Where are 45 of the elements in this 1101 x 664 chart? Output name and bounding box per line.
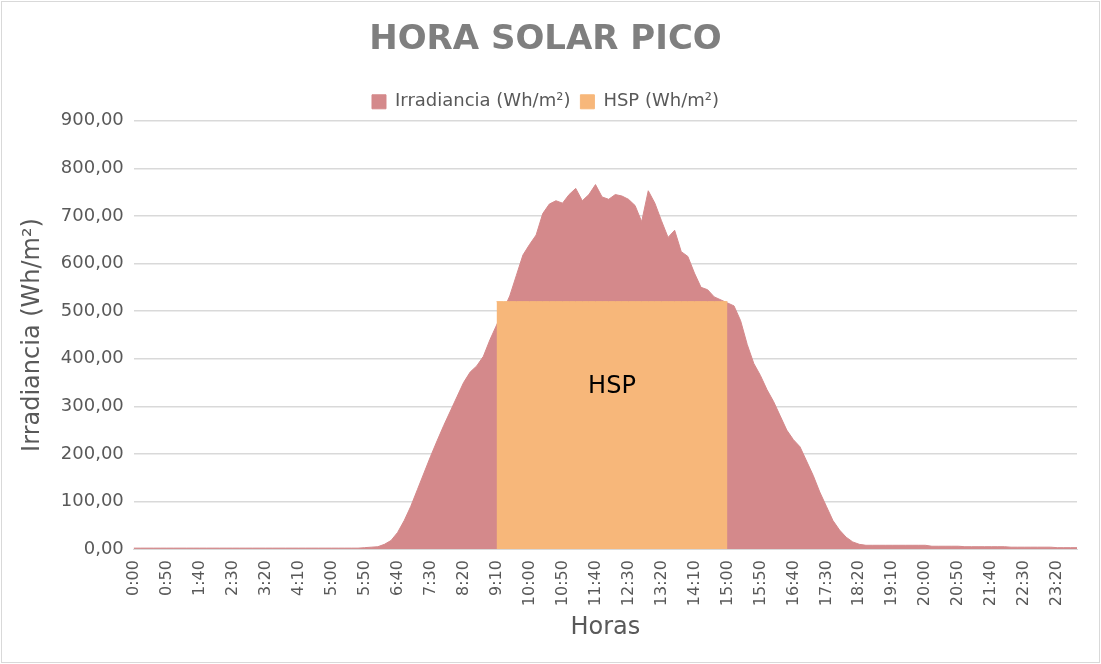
- legend-label: Irradiancia (Wh/m²): [395, 89, 571, 111]
- x-tick-label: 0:50: [155, 560, 175, 597]
- x-tick-label: 2:30: [221, 560, 241, 597]
- x-tick-label: 3:20: [254, 560, 274, 597]
- x-tick-label: 11:40: [584, 560, 604, 607]
- x-tick-label: 10:00: [518, 560, 538, 607]
- chart-title: HORA SOLAR PICO: [369, 17, 722, 58]
- x-tick-label: 9:10: [485, 560, 505, 597]
- x-tick-label: 5:00: [320, 560, 340, 597]
- x-tick-label: 4:10: [287, 560, 307, 597]
- y-axis-title: Irradiancia (Wh/m²): [16, 218, 45, 452]
- x-tick-label: 10:50: [551, 560, 571, 607]
- x-tick-label: 15:00: [716, 560, 736, 607]
- x-tick-label: 15:50: [749, 560, 769, 607]
- x-tick-label: 5:50: [353, 560, 373, 597]
- x-tick-label: 18:20: [848, 560, 868, 607]
- x-tick-label: 13:20: [650, 560, 670, 607]
- x-axis-title: Horas: [570, 611, 641, 640]
- x-tick-label: 21:40: [980, 560, 1000, 607]
- y-tick-label: 200,00: [60, 441, 124, 463]
- x-tick-label: 7:30: [419, 560, 439, 597]
- x-tick-label: 17:30: [815, 560, 835, 607]
- y-tick-label: 900,00: [60, 108, 124, 130]
- x-tick-label: 16:40: [782, 560, 802, 607]
- y-tick-label: 300,00: [60, 394, 124, 415]
- x-tick-label: 20:50: [947, 560, 967, 607]
- y-tick-label: 100,00: [60, 489, 124, 511]
- x-tick-label: 6:40: [386, 560, 406, 597]
- x-tick-label: 23:20: [1046, 560, 1066, 607]
- y-tick-label: 500,00: [60, 298, 124, 320]
- x-tick-label: 12:30: [617, 560, 637, 607]
- x-tick-label: 14:10: [683, 560, 703, 607]
- y-tick-label: 800,00: [60, 156, 124, 178]
- legend-label: HSP (Wh/m²): [603, 89, 720, 111]
- y-tick-label: 600,00: [60, 251, 124, 273]
- y-tick-label: 700,00: [60, 203, 124, 225]
- x-tick-label: 20:00: [914, 560, 934, 607]
- x-tick-label: 19:10: [881, 560, 901, 607]
- x-tick-label: 8:20: [452, 560, 472, 597]
- y-tick-label: 0,00: [83, 536, 124, 558]
- annotation: HSP: [588, 370, 636, 399]
- x-tick-label: 1:40: [188, 560, 208, 597]
- y-tick-label: 400,00: [60, 346, 124, 368]
- x-tick-label: 0:00: [122, 560, 142, 597]
- x-tick-label: 22:30: [1013, 560, 1033, 607]
